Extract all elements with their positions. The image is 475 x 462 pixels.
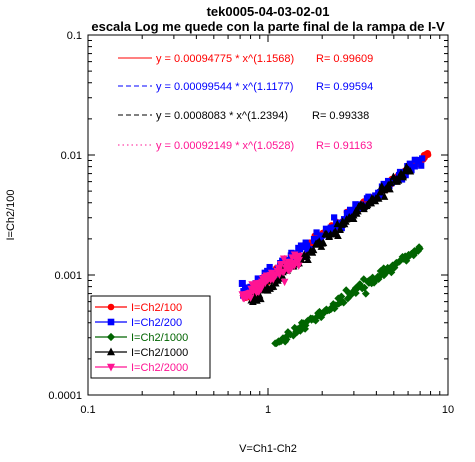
data-point	[319, 238, 328, 247]
data-point	[301, 324, 310, 333]
fit-r-value: R= 0.99609	[316, 53, 373, 65]
legend-marker	[106, 347, 116, 356]
data-point	[349, 214, 358, 223]
data-point	[334, 231, 342, 239]
legend-label: I=Ch2/100	[131, 302, 182, 314]
data-point	[377, 182, 386, 190]
legend-label: I=Ch2/2000	[131, 362, 188, 374]
x-tick-labels: 0.1 1 10	[80, 404, 454, 416]
data-point	[360, 283, 369, 292]
fit-equation: y = 0.0008083 * x^(1.2394)	[156, 110, 288, 122]
fit-r-value: R= 0.91163	[316, 140, 372, 152]
data-point	[380, 192, 389, 200]
data-point	[280, 278, 289, 287]
data-point	[406, 160, 413, 167]
legend-label: I=Ch2/200	[131, 317, 182, 329]
y-tick-label: 0.001	[54, 270, 82, 282]
y-tick-label: 0.1	[67, 30, 82, 42]
legend-marker	[107, 303, 115, 311]
series-3	[271, 243, 424, 348]
data-point	[304, 255, 312, 263]
data-point	[333, 219, 342, 228]
data-point	[336, 225, 344, 233]
data-point	[295, 252, 304, 261]
legend-label: I=Ch2/1000	[131, 347, 188, 359]
fit-r-value: R= 0.99338	[312, 110, 369, 122]
x-tick-label: 1	[265, 404, 271, 416]
data-point	[309, 245, 318, 254]
legend-label: I=Ch2/1000	[131, 332, 188, 344]
fit-equation: y = 0.00092149 * x^(1.0528)	[156, 140, 294, 152]
data-point	[415, 244, 424, 253]
data-point	[402, 256, 411, 265]
data-point	[418, 162, 425, 169]
chart-title: tek0005-04-03-02-01	[207, 4, 330, 19]
legend-marker	[106, 332, 116, 342]
x-tick-label: 0.1	[80, 404, 95, 416]
data-point	[361, 289, 370, 298]
data-point	[399, 171, 408, 179]
legend-marker	[106, 363, 116, 372]
fit-legend: y = 0.00094775 * x^(1.1568) R= 0.99609 y =…	[118, 53, 373, 152]
data-point	[354, 206, 362, 215]
data-point	[424, 149, 432, 157]
data-point	[406, 167, 415, 175]
data-point	[331, 214, 338, 221]
data-point	[277, 260, 285, 269]
y-tick-label: 0.0001	[48, 390, 82, 402]
data-point	[317, 313, 326, 322]
y-axis-label: I=Ch2/100	[5, 189, 17, 240]
data-point	[256, 294, 265, 303]
fit-equation: y = 0.00099544 * x^(1.1177)	[156, 81, 293, 93]
data-point	[411, 163, 418, 170]
data-point	[295, 256, 303, 265]
series-5	[238, 251, 304, 303]
x-axis-label: V=Ch1-Ch2	[239, 443, 297, 455]
data-point	[374, 194, 383, 202]
chart-subtitle: escala Log me quede con la parte final d…	[91, 19, 445, 34]
y-tick-labels: 0.0001 0.001 0.01 0.1	[48, 30, 82, 402]
y-tick-label: 0.01	[61, 150, 82, 162]
data-points	[238, 149, 432, 348]
series-legend: I=Ch2/100 I=Ch2/200 I=Ch2/1000 I=Ch2/1000 I=…	[90, 295, 211, 379]
x-tick-label: 10	[442, 404, 454, 416]
legend-marker	[107, 318, 115, 326]
axis-ticks	[87, 34, 449, 396]
fit-r-value: R= 0.99594	[316, 81, 373, 93]
data-point	[257, 285, 265, 294]
fit-equation: y = 0.00094775 * x^(1.1568)	[156, 53, 294, 65]
data-point	[419, 155, 426, 162]
data-point	[339, 298, 348, 307]
data-point	[386, 184, 394, 193]
